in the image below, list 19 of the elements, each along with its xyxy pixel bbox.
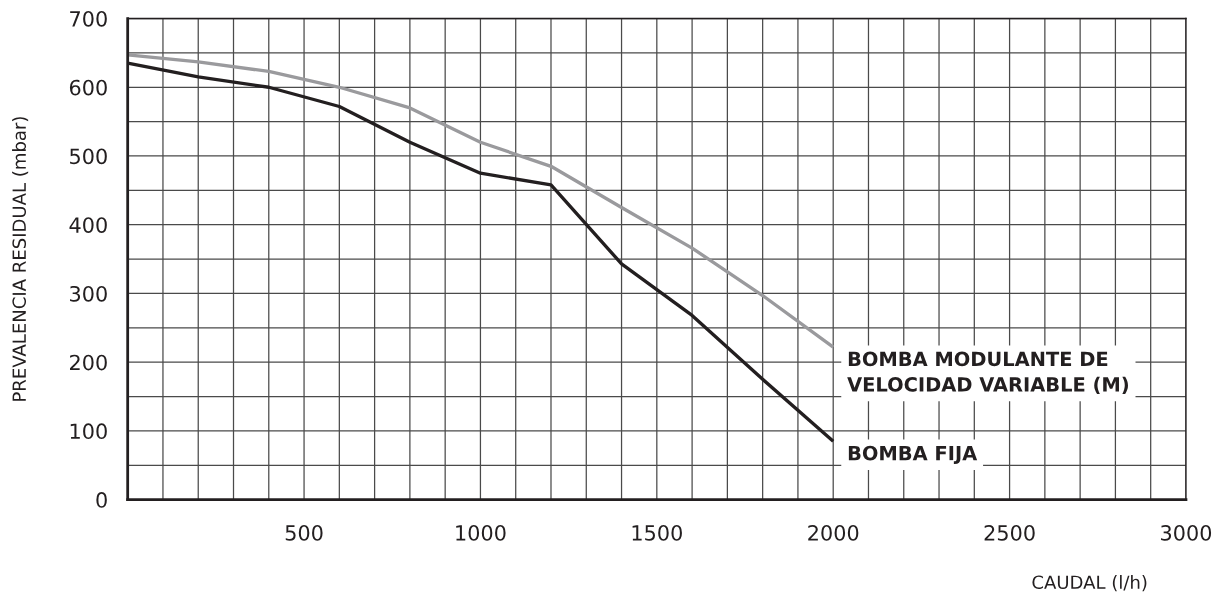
series-label: BOMBA FIJA <box>848 445 978 465</box>
series-label: BOMBA MODULANTE DE VELOCIDAD VARIABLE (M) <box>847 351 1128 395</box>
line-series <box>127 53 835 349</box>
y-axis-title: PREVALENCIA RESIDUAL (mbar) <box>12 117 29 401</box>
x-tick-label: 2000 <box>808 525 859 541</box>
x-tick-label: 2500 <box>984 525 1035 541</box>
y-tick-label: 0 <box>96 492 107 508</box>
y-tick-label: 100 <box>70 423 107 440</box>
x-tick-label: 1000 <box>456 525 506 541</box>
x-axis-title: CAUDAL (l/h) <box>1032 575 1147 592</box>
y-tick-label: 700 <box>70 10 107 27</box>
y-tick-label: 300 <box>70 285 107 302</box>
y-tick-label: 600 <box>69 79 107 96</box>
x-tick-label: 500 <box>285 525 323 541</box>
y-tick-label: 500 <box>70 148 107 165</box>
x-tick-label: 3000 <box>1161 525 1212 541</box>
x-tick-label: 1500 <box>632 525 682 541</box>
y-tick-label: 400 <box>69 217 107 233</box>
y-tick-label: 200 <box>70 354 107 371</box>
